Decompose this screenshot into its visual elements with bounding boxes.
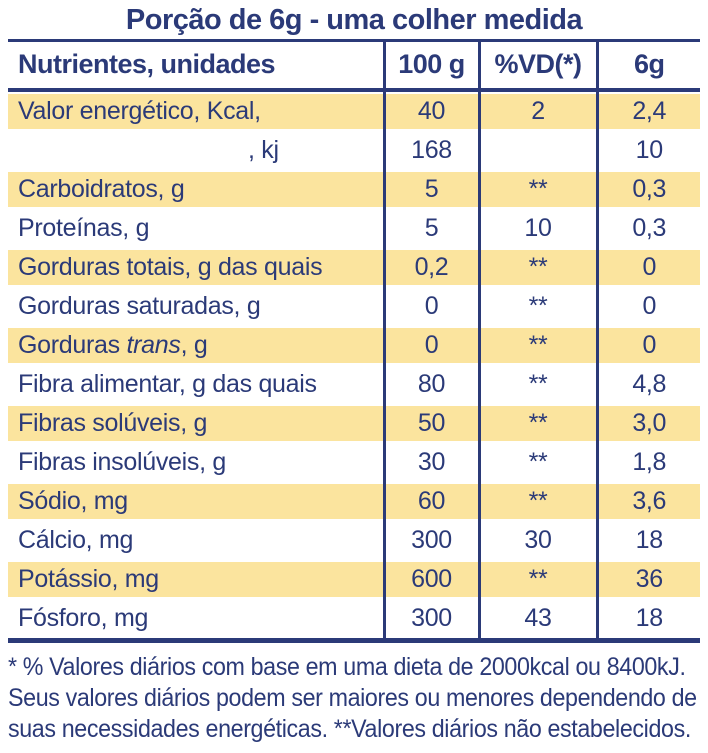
table-row: Fibras insolúveis, g 30 ** 1,8: [8, 442, 700, 482]
value-6g: 0,3: [595, 169, 700, 209]
value-6g: 0: [595, 325, 700, 365]
header-vd: %VD(*): [477, 39, 597, 92]
nutrient-label: Potássio, mg: [8, 559, 384, 599]
nutrient-label: Gorduras totais, g das quais: [8, 247, 384, 287]
value-100g: 0,2: [382, 247, 479, 287]
footnote-line: Seus valores diários podem ser maiores o…: [8, 683, 697, 712]
value-6g: 36: [595, 559, 700, 599]
value-6g: 18: [595, 520, 700, 560]
value-6g: 2,4: [595, 89, 700, 131]
value-vd: **: [477, 364, 597, 404]
table-row: Fibra alimentar, g das quais 80 ** 4,8: [8, 364, 700, 404]
value-6g: 3,6: [595, 481, 700, 521]
value-100g: 300: [382, 598, 479, 640]
daily-values-footnote: * % Valores diários com base em uma diet…: [8, 652, 701, 745]
value-vd: 10: [477, 208, 597, 248]
nutrient-label: Carboidratos, g: [8, 169, 384, 209]
value-100g: 5: [382, 169, 479, 209]
footnote-line: suas necessidades energéticas. **Valores…: [8, 714, 691, 743]
value-6g: 4,8: [595, 364, 700, 404]
table-row: Potássio, mg 600 ** 36: [8, 559, 700, 599]
value-vd: [477, 130, 597, 170]
nutrient-label: Cálcio, mg: [18, 525, 134, 554]
table-row: Gorduras trans, g 0 ** 0: [8, 325, 700, 365]
value-vd: **: [477, 286, 597, 326]
value-vd: 30: [477, 520, 597, 560]
value-vd: **: [477, 169, 597, 209]
value-vd: **: [477, 325, 597, 365]
nutrient-label: Gorduras saturadas, g: [18, 291, 261, 320]
table-row: Gorduras totais, g das quais 0,2 ** 0: [8, 247, 700, 287]
header-6g: 6g: [595, 39, 700, 92]
value-100g: 0: [382, 286, 479, 326]
table-header-row: Nutrientes, unidades 100 g %VD(*) 6g: [8, 39, 700, 92]
value-100g: 168: [382, 130, 479, 170]
nutrient-label: Fibras insolúveis, g: [18, 447, 226, 476]
table-row: , kj 168 10: [8, 130, 700, 170]
value-100g: 80: [382, 364, 479, 404]
value-vd: **: [477, 247, 597, 287]
header-nutrients: Nutrientes, unidades: [8, 39, 384, 92]
value-6g: 18: [595, 598, 700, 640]
serving-size-title: Porção de 6g - uma colher medida: [125, 4, 583, 36]
table-row: Carboidratos, g 5 ** 0,3: [8, 169, 700, 209]
value-6g: 0: [595, 286, 700, 326]
nutrient-label: Valor energético, Kcal,: [8, 89, 384, 131]
nutrient-label: Gorduras trans, g: [8, 325, 384, 365]
value-100g: 60: [382, 481, 479, 521]
table-row: Proteínas, g 5 10 0,3: [8, 208, 700, 248]
nutrient-label: Fibras solúveis, g: [8, 403, 384, 443]
nutrient-label: , kj: [248, 135, 279, 164]
nutrient-label: Fósforo, mg: [18, 603, 149, 632]
value-100g: 0: [382, 325, 479, 365]
value-6g: 0: [595, 247, 700, 287]
nutrient-label: Sódio, mg: [8, 481, 384, 521]
header-100g: 100 g: [382, 39, 479, 92]
value-vd: **: [477, 403, 597, 443]
table-row: Fósforo, mg 300 43 18: [8, 598, 700, 640]
footnote-line: * % Valores diários com base em uma diet…: [8, 652, 686, 681]
value-100g: 300: [382, 520, 479, 560]
value-6g: 0,3: [595, 208, 700, 248]
value-100g: 5: [382, 208, 479, 248]
nutrition-facts-table: Nutrientes, unidades 100 g %VD(*) 6g Val…: [8, 39, 700, 643]
value-100g: 40: [382, 89, 479, 131]
value-100g: 50: [382, 403, 479, 443]
value-vd: **: [477, 481, 597, 521]
value-100g: 600: [382, 559, 479, 599]
value-6g: 1,8: [595, 442, 700, 482]
value-6g: 3,0: [595, 403, 700, 443]
table-row: Fibras solúveis, g 50 ** 3,0: [8, 403, 700, 443]
value-6g: 10: [595, 130, 700, 170]
nutrient-label: Proteínas, g: [18, 213, 150, 242]
value-vd: **: [477, 559, 597, 599]
value-vd: 43: [477, 598, 597, 640]
table-row: Cálcio, mg 300 30 18: [8, 520, 700, 560]
table-row: Gorduras saturadas, g 0 ** 0: [8, 286, 700, 326]
table-row: Valor energético, Kcal, 40 2 2,4: [8, 89, 700, 131]
nutrient-label: Fibra alimentar, g das quais: [18, 369, 317, 398]
value-vd: 2: [477, 89, 597, 131]
table-row: Sódio, mg 60 ** 3,6: [8, 481, 700, 521]
value-100g: 30: [382, 442, 479, 482]
value-vd: **: [477, 442, 597, 482]
